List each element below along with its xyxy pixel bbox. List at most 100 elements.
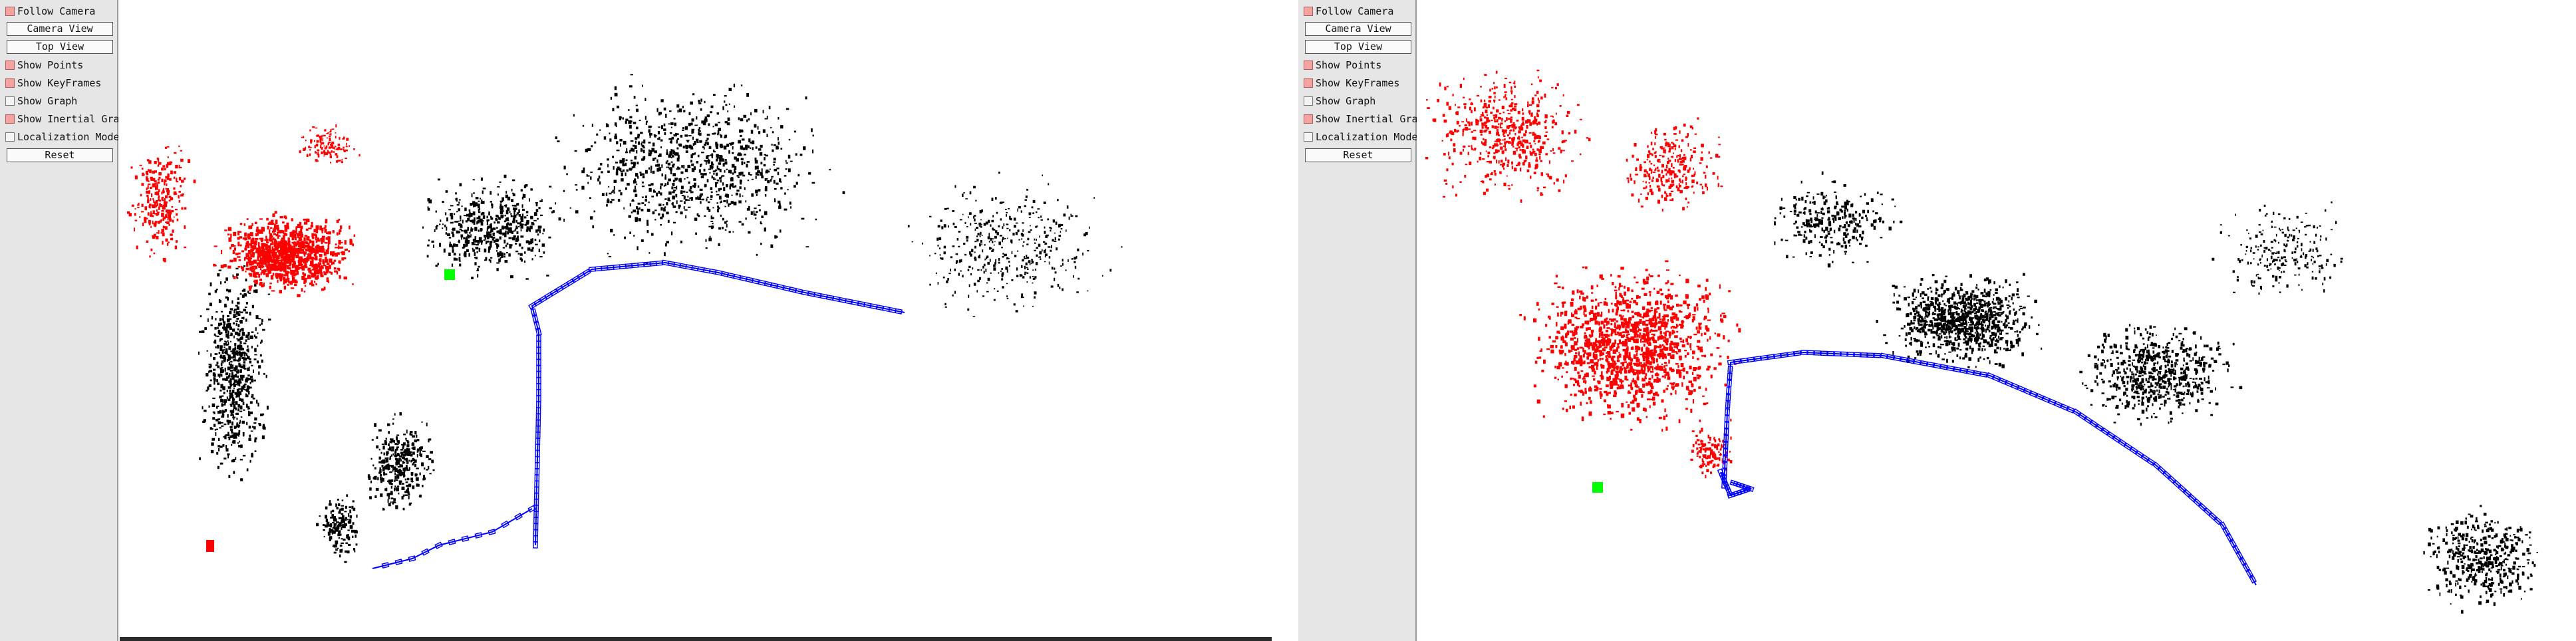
keyframe bbox=[1793, 350, 1802, 356]
keyframe bbox=[2129, 446, 2138, 455]
keyframe bbox=[1725, 401, 1731, 409]
keyframe bbox=[2183, 489, 2192, 498]
keyframe bbox=[1953, 366, 1961, 373]
keyframe bbox=[1773, 353, 1782, 359]
viewer-1[interactable]: Follow Camera Camera View Top View Show … bbox=[0, 0, 1272, 641]
checkbox-box[interactable] bbox=[1304, 96, 1313, 106]
keyframe bbox=[2249, 575, 2257, 584]
keyframe bbox=[1717, 468, 1725, 477]
black-map-points-points bbox=[198, 265, 271, 481]
keyframe bbox=[1747, 356, 1755, 363]
viewer-2[interactable]: Follow Camera Camera View Top View Show … bbox=[1298, 0, 2576, 641]
follow-camera-checkbox[interactable]: Follow Camera bbox=[1304, 3, 1417, 19]
keyframe bbox=[1722, 461, 1728, 469]
follow-camera-label: Follow Camera bbox=[17, 5, 96, 17]
keyframe bbox=[1900, 356, 1908, 363]
reset-button[interactable]: Reset bbox=[1305, 148, 1411, 162]
keyframe bbox=[1959, 367, 1968, 374]
follow-camera-checkbox[interactable]: Follow Camera bbox=[5, 3, 118, 19]
control-panel: Follow Camera Camera View Top View Show … bbox=[0, 0, 118, 641]
keyframe bbox=[1733, 481, 1741, 488]
keyframe bbox=[1726, 380, 1732, 388]
keyframe bbox=[535, 328, 542, 336]
keyframe bbox=[1820, 350, 1828, 356]
follow-camera-label: Follow Camera bbox=[1316, 5, 1394, 17]
checkbox-box[interactable] bbox=[5, 7, 15, 16]
keyframe bbox=[2041, 396, 2051, 404]
keyframe bbox=[2035, 393, 2044, 401]
red-map-points bbox=[1519, 260, 1741, 432]
keyframe bbox=[2188, 493, 2197, 503]
top-view-button[interactable]: Top View bbox=[1305, 40, 1411, 54]
keyframe bbox=[1729, 479, 1738, 487]
keyframe bbox=[2011, 382, 2019, 390]
keyframe bbox=[2054, 400, 2063, 408]
reset-button[interactable]: Reset bbox=[7, 148, 113, 162]
black-map-points-points bbox=[1876, 273, 2043, 368]
black-map-points bbox=[2079, 324, 2243, 426]
keyframe bbox=[2203, 507, 2212, 516]
map-3d-view[interactable] bbox=[120, 0, 1272, 641]
keyframe bbox=[1720, 475, 1727, 483]
show-points-checkbox[interactable]: Show Points bbox=[5, 57, 118, 73]
control-panel: Follow Camera Camera View Top View Show … bbox=[1298, 0, 1417, 641]
keyframe bbox=[2242, 563, 2250, 572]
show-keyframes-checkbox[interactable]: Show KeyFrames bbox=[1304, 75, 1417, 91]
checkbox-box[interactable] bbox=[1304, 114, 1313, 124]
checkbox-box[interactable] bbox=[1304, 61, 1313, 70]
checkbox-box[interactable] bbox=[1304, 78, 1313, 88]
keyframe bbox=[1998, 377, 2007, 385]
keyframe bbox=[1727, 491, 1735, 499]
localization-mode-checkbox[interactable]: Localization Mode bbox=[1304, 129, 1417, 145]
current-camera-marker bbox=[444, 269, 455, 280]
keyframe bbox=[2124, 442, 2132, 451]
top-view-button[interactable]: Top View bbox=[7, 40, 113, 54]
show-inertial-graph-checkbox[interactable]: Show Inertial Graph bbox=[1304, 111, 1417, 127]
show-graph-checkbox[interactable]: Show Graph bbox=[5, 93, 118, 109]
keyframe bbox=[2048, 398, 2057, 406]
black-map-points bbox=[198, 265, 271, 481]
keyframe bbox=[2073, 408, 2081, 417]
keyframe bbox=[895, 308, 903, 315]
keyframe bbox=[1880, 352, 1888, 359]
show-keyframes-label: Show KeyFrames bbox=[17, 77, 102, 89]
checkbox-box[interactable] bbox=[5, 78, 15, 88]
show-keyframes-checkbox[interactable]: Show KeyFrames bbox=[5, 75, 118, 91]
keyframe bbox=[474, 532, 483, 539]
black-map-points-points bbox=[367, 412, 435, 511]
red-map-points-points bbox=[213, 211, 356, 297]
show-inertial-graph-checkbox[interactable]: Show Inertial Graph bbox=[5, 111, 118, 127]
keyframe bbox=[2118, 439, 2127, 447]
checkbox-box[interactable] bbox=[5, 96, 15, 106]
checkbox-box[interactable] bbox=[5, 132, 15, 142]
keyframe bbox=[1723, 435, 1729, 442]
red-map-points bbox=[1626, 117, 1723, 212]
localization-mode-checkbox[interactable]: Localization Mode bbox=[5, 129, 118, 145]
camera-view-button[interactable]: Camera View bbox=[1305, 22, 1411, 36]
keyframe bbox=[1787, 351, 1795, 358]
keyframe bbox=[1780, 352, 1789, 358]
keyframe bbox=[1933, 362, 1941, 369]
keyframe bbox=[2193, 498, 2202, 507]
keyframe bbox=[1724, 415, 1730, 422]
camera-view-button[interactable]: Camera View bbox=[7, 22, 113, 36]
show-graph-label: Show Graph bbox=[1316, 95, 1376, 107]
keyframe bbox=[2146, 457, 2156, 466]
keyframe bbox=[530, 308, 537, 317]
checkbox-box[interactable] bbox=[1304, 7, 1313, 16]
trajectory-line bbox=[372, 508, 533, 569]
map-3d-view[interactable] bbox=[1418, 0, 2576, 641]
keyframe bbox=[2140, 453, 2150, 462]
show-graph-checkbox[interactable]: Show Graph bbox=[1304, 93, 1417, 109]
checkbox-box[interactable] bbox=[5, 61, 15, 70]
checkbox-box[interactable] bbox=[5, 114, 15, 124]
red-map-points bbox=[213, 211, 356, 297]
black-map-points-points bbox=[549, 74, 845, 267]
show-points-checkbox[interactable]: Show Points bbox=[1304, 57, 1417, 73]
checkbox-box[interactable] bbox=[1304, 132, 1313, 142]
red-map-points-points bbox=[1519, 260, 1741, 432]
keyframe bbox=[1979, 371, 1988, 378]
viewer-divider bbox=[1272, 0, 1298, 641]
show-keyframes-label: Show KeyFrames bbox=[1316, 77, 1400, 89]
show-inertial-graph-label: Show Inertial Graph bbox=[1316, 113, 1417, 125]
